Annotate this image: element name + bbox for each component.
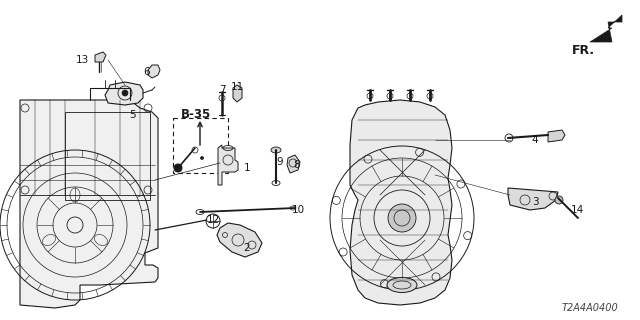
Text: 1: 1 — [244, 163, 250, 173]
Text: 7: 7 — [219, 85, 225, 95]
Text: 8: 8 — [294, 160, 300, 170]
Text: 5: 5 — [130, 110, 136, 120]
Text: 10: 10 — [291, 205, 305, 215]
Circle shape — [388, 204, 416, 232]
Polygon shape — [508, 188, 558, 210]
Polygon shape — [218, 145, 238, 185]
Polygon shape — [217, 223, 262, 257]
Polygon shape — [590, 15, 622, 42]
Polygon shape — [350, 100, 452, 305]
Polygon shape — [95, 52, 106, 62]
Text: 2: 2 — [244, 243, 250, 253]
Ellipse shape — [271, 147, 281, 153]
Polygon shape — [548, 130, 565, 142]
Text: FR.: FR. — [572, 44, 595, 57]
Text: 13: 13 — [76, 55, 88, 65]
Text: B-35: B-35 — [181, 108, 211, 122]
Polygon shape — [287, 155, 300, 173]
Circle shape — [122, 90, 128, 96]
Text: 12: 12 — [206, 215, 220, 225]
Text: T2A4A0400: T2A4A0400 — [562, 303, 618, 313]
Text: 11: 11 — [230, 82, 244, 92]
Circle shape — [174, 164, 182, 172]
Text: 9: 9 — [276, 157, 284, 167]
Circle shape — [200, 156, 204, 159]
Text: 4: 4 — [532, 135, 538, 145]
Polygon shape — [233, 85, 242, 102]
Polygon shape — [20, 100, 158, 308]
Circle shape — [555, 196, 563, 204]
Polygon shape — [148, 65, 160, 78]
Text: 14: 14 — [570, 205, 584, 215]
Ellipse shape — [387, 277, 417, 292]
Polygon shape — [105, 82, 143, 105]
Text: 6: 6 — [144, 67, 150, 77]
Text: 3: 3 — [532, 197, 538, 207]
